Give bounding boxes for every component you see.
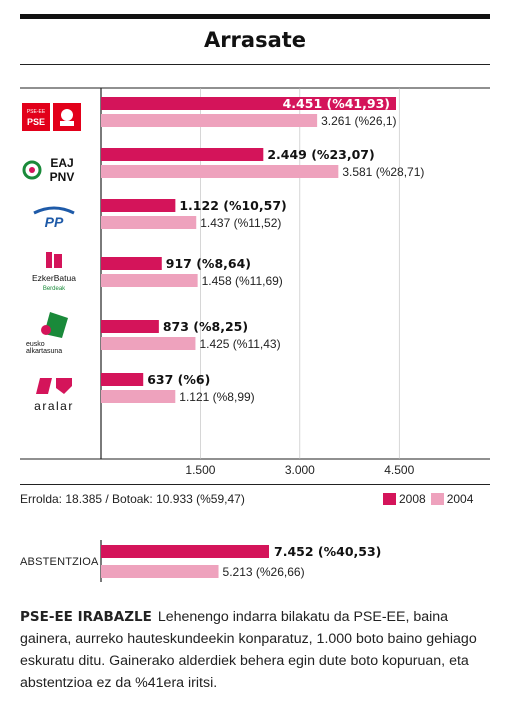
data-label-2008-eaj-pnv: 2.449 (%23,07) [267, 147, 374, 162]
bar-2004-aralar [101, 390, 176, 403]
data-label-2004-eaj-pnv: 3.581 (%28,71) [342, 165, 424, 179]
data-label-2004-abstention: 5.213 (%26,66) [223, 565, 305, 579]
bar-2004-eaj-pnv [101, 165, 339, 178]
chart-legend: 2008 2004 [383, 492, 473, 506]
bar-2004-abstention [101, 565, 219, 578]
eusko-alkartasuna-logo-icon: eusko alkartasuna [22, 308, 86, 354]
bar-2008-eusko-alkartasuna [101, 320, 159, 333]
legend-item-2004: 2004 [430, 492, 474, 506]
chart-title: Arrasate [203, 28, 307, 52]
svg-text:PSE-EE: PSE-EE [27, 109, 46, 115]
bar-2004-pp [101, 216, 197, 229]
svg-text:alkartasuna: alkartasuna [26, 348, 62, 354]
bar-2004-eusko-alkartasuna [101, 337, 196, 350]
legend-label-2008: 2008 [399, 492, 426, 506]
title-rule [20, 64, 490, 65]
data-label-2008-eusko-alkartasuna: 873 (%8,25) [163, 319, 248, 334]
data-label-2008-aralar: 637 (%6) [147, 372, 210, 387]
pp-logo-icon: PP [22, 195, 86, 241]
bar-2004-pse [101, 114, 318, 127]
svg-text:eusko: eusko [26, 341, 45, 348]
bar-2008-pp [101, 199, 176, 212]
data-label-2004-ezkerbatua-berdeak: 1.458 (%11,69) [202, 274, 283, 288]
bar-2008-ezkerbatua-berdeak [101, 257, 162, 270]
data-label-2008-ezkerbatua-berdeak: 917 (%8,64) [166, 256, 251, 271]
svg-text:PNV: PNV [50, 170, 75, 184]
bar-2008-pse [101, 97, 396, 110]
x-tick-label-4500: 4.500 [384, 463, 414, 477]
top-rule [20, 14, 490, 19]
data-label-2008-pse: 4.451 (%41,93) [283, 96, 390, 111]
eaj-pnv-logo-icon: EAJ PNV [22, 148, 86, 194]
article-body: Lehenengo indarra bilakatu da PSE-EE, ba… [20, 609, 477, 691]
x-tick-label-1500: 1.500 [185, 463, 215, 477]
svg-text:PP: PP [45, 214, 64, 230]
data-label-2008-abstention: 7.452 (%40,53) [274, 544, 381, 559]
svg-text:PSE: PSE [27, 117, 45, 127]
data-label-2008-pp: 1.122 (%10,57) [179, 198, 286, 213]
data-label-2004-aralar: 1.121 (%8,99) [179, 390, 254, 404]
svg-text:EAJ: EAJ [50, 156, 73, 170]
bar-2008-aralar [101, 373, 144, 386]
results-bar-chart: 1.500 3.000 4.500 4.451 (%41,93) 3.261 (%26,… [20, 87, 490, 477]
data-label-2004-pp: 1.437 (%11,52) [200, 216, 281, 230]
x-tick-label-3000: 3.000 [285, 463, 315, 477]
bar-2004-ezkerbatua-berdeak [101, 274, 198, 287]
pse-logo-icon: PSE-EE PSE [22, 95, 86, 141]
legend-item-2008: 2008 [383, 492, 426, 506]
census-text: Errolda: 18.385 / Botoak: 10.933 (%59,47… [20, 492, 245, 506]
svg-text:aralar: aralar [34, 399, 74, 413]
ezker-batua-logo-icon: EzkerBatua Berdeak [22, 248, 86, 294]
abstention-label: ABSTENTZIOA [20, 556, 99, 568]
article-text: PSE-EE IRABAZLE Lehenengo indarra bilakat… [20, 606, 492, 694]
legend-swatch-2008 [383, 493, 396, 505]
bar-2008-abstention [101, 545, 269, 558]
legend-label-2004: 2004 [446, 492, 474, 506]
bar-2008-eaj-pnv [101, 148, 264, 161]
article-lead: PSE-EE IRABAZLE [20, 609, 152, 625]
aralar-logo-icon: aralar [22, 372, 86, 418]
data-label-2004-pse: 3.261 (%26,1) [321, 114, 396, 128]
footer-rule [20, 484, 490, 485]
svg-text:Berdeak: Berdeak [43, 286, 66, 292]
legend-swatch-2004 [430, 493, 444, 505]
svg-text:EzkerBatua: EzkerBatua [32, 273, 76, 283]
data-label-2004-eusko-alkartasuna: 1.425 (%11,43) [199, 337, 280, 351]
